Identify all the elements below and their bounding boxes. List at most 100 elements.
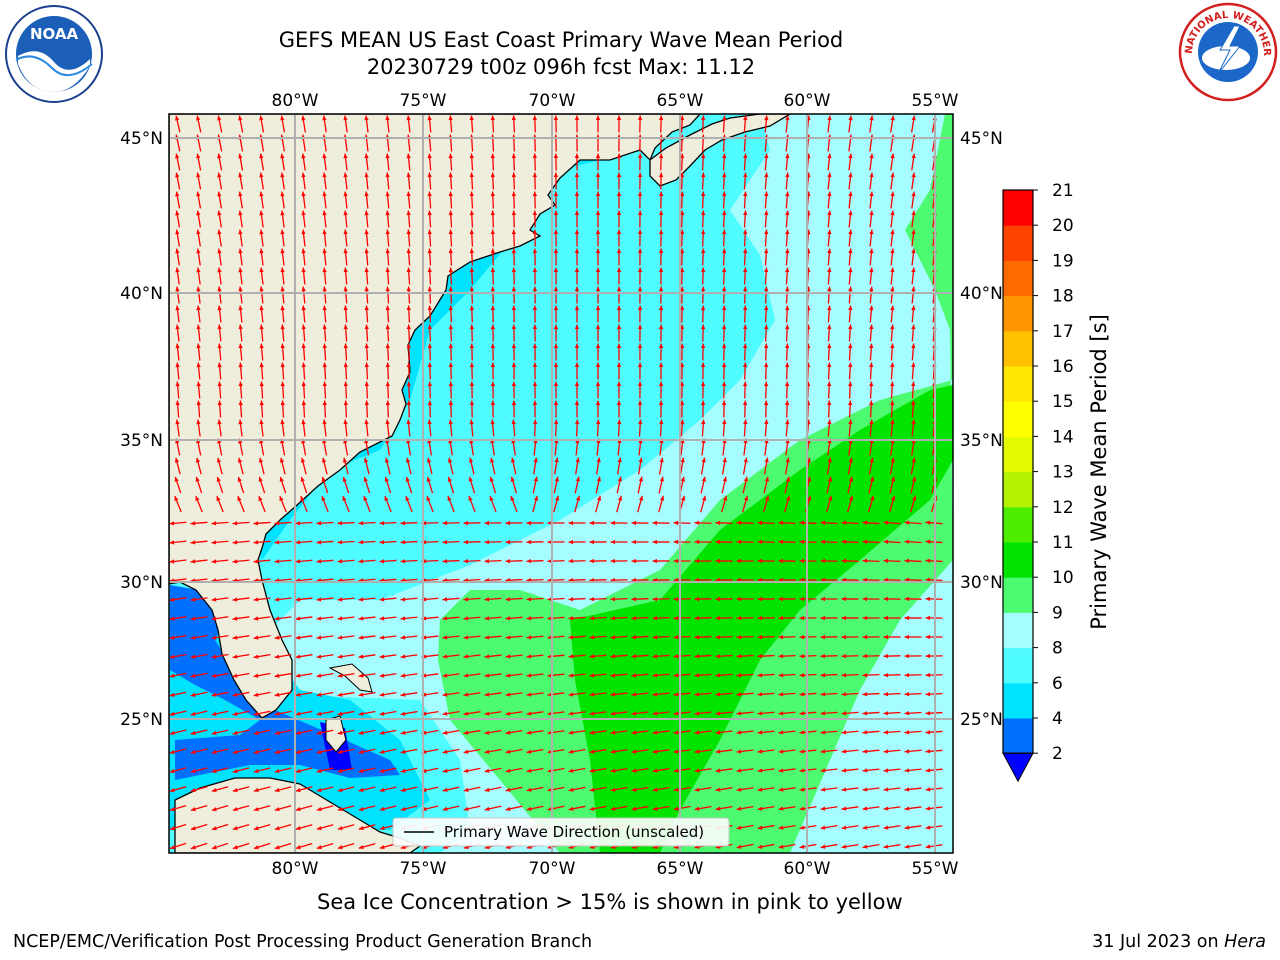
direction-arrow bbox=[190, 597, 208, 602]
direction-arrow bbox=[890, 381, 895, 399]
direction-arrow bbox=[322, 115, 327, 133]
direction-arrow bbox=[904, 844, 922, 849]
direction-arrow bbox=[778, 787, 796, 792]
direction-arrow bbox=[848, 419, 853, 437]
direction-arrow bbox=[890, 172, 895, 190]
direction-arrow bbox=[883, 615, 901, 621]
direction-arrow bbox=[595, 476, 601, 494]
direction-arrow bbox=[904, 577, 922, 583]
direction-arrow bbox=[364, 343, 369, 361]
colorbar-tick-label: 19 bbox=[1052, 251, 1074, 271]
direction-arrow bbox=[427, 286, 432, 304]
direction-arrow bbox=[463, 711, 481, 716]
direction-arrow bbox=[195, 476, 203, 494]
cuba-land bbox=[174, 777, 422, 853]
direction-arrow bbox=[300, 495, 308, 513]
direction-arrow bbox=[490, 267, 496, 285]
direction-arrow bbox=[757, 520, 775, 525]
direction-arrow bbox=[532, 305, 538, 323]
direction-arrow bbox=[589, 616, 607, 621]
direction-arrow bbox=[883, 596, 901, 602]
direction-arrow bbox=[484, 692, 502, 697]
direction-arrow bbox=[673, 520, 691, 526]
direction-arrow bbox=[463, 616, 481, 621]
direction-arrow bbox=[568, 597, 586, 602]
direction-arrow bbox=[274, 824, 292, 831]
direction-arrow bbox=[820, 520, 838, 525]
direction-arrow bbox=[216, 476, 224, 494]
direction-arrow bbox=[679, 305, 685, 323]
direction-arrow bbox=[595, 267, 601, 285]
direction-arrow bbox=[322, 191, 327, 209]
direction-arrow bbox=[911, 172, 916, 190]
direction-arrow bbox=[253, 710, 271, 716]
direction-arrow bbox=[280, 343, 285, 361]
direction-arrow bbox=[469, 343, 475, 361]
direction-arrow bbox=[785, 419, 790, 437]
direction-arrow bbox=[869, 229, 874, 247]
direction-arrow bbox=[469, 381, 475, 399]
direction-arrow bbox=[406, 324, 411, 342]
direction-arrow bbox=[652, 692, 670, 697]
direction-arrow bbox=[280, 248, 285, 266]
direction-arrow bbox=[869, 343, 874, 361]
direction-arrow bbox=[448, 400, 454, 418]
direction-arrow bbox=[652, 558, 670, 564]
direction-arrow bbox=[652, 786, 670, 792]
direction-arrow bbox=[316, 691, 334, 697]
direction-arrow bbox=[847, 476, 854, 494]
direction-arrow bbox=[322, 286, 327, 304]
direction-arrow bbox=[757, 730, 775, 735]
direction-arrow bbox=[484, 805, 502, 811]
direction-arrow bbox=[841, 673, 859, 678]
direction-arrow bbox=[764, 210, 769, 228]
direction-arrow bbox=[448, 419, 453, 437]
direction-arrow bbox=[490, 210, 495, 228]
direction-arrow bbox=[820, 558, 838, 564]
direction-arrow bbox=[841, 843, 859, 849]
direction-arrow bbox=[337, 691, 355, 697]
direction-arrow bbox=[700, 286, 706, 304]
direction-arrow bbox=[358, 805, 376, 812]
direction-arrow bbox=[532, 153, 538, 171]
direction-arrow bbox=[274, 635, 292, 640]
direction-arrow bbox=[700, 248, 706, 266]
direction-arrow bbox=[862, 843, 880, 849]
direction-arrow bbox=[274, 748, 292, 755]
direction-arrow bbox=[638, 419, 643, 437]
direction-arrow bbox=[589, 692, 607, 697]
direction-arrow bbox=[785, 324, 790, 342]
direction-arrow bbox=[904, 787, 922, 792]
direction-arrow bbox=[610, 711, 628, 716]
direction-arrow bbox=[490, 362, 496, 380]
direction-arrow bbox=[658, 172, 664, 190]
direction-arrow bbox=[763, 381, 769, 399]
direction-arrow bbox=[400, 559, 418, 564]
map-gridlines bbox=[169, 114, 953, 853]
direction-arrow bbox=[274, 616, 292, 621]
direction-arrow bbox=[673, 558, 691, 564]
direction-arrow bbox=[574, 305, 580, 323]
direction-arrow bbox=[532, 115, 538, 133]
direction-arrow bbox=[321, 457, 328, 475]
period-2-4-region bbox=[170, 585, 400, 780]
direction-arrow bbox=[343, 419, 348, 437]
direction-arrow bbox=[595, 286, 601, 304]
north-america-land bbox=[169, 114, 701, 719]
colorbar-under-triangle bbox=[1002, 752, 1034, 783]
direction-arrow bbox=[694, 673, 712, 678]
direction-arrow bbox=[736, 558, 754, 564]
direction-arrow bbox=[610, 654, 628, 659]
direction-arrow bbox=[595, 248, 601, 266]
direction-arrow bbox=[847, 457, 853, 475]
direction-arrow bbox=[463, 748, 481, 754]
direction-arrow bbox=[211, 521, 229, 526]
direction-arrow bbox=[238, 172, 244, 190]
direction-arrow bbox=[826, 457, 832, 475]
direction-arrow bbox=[385, 191, 390, 209]
direction-arrow bbox=[490, 343, 496, 361]
direction-arrow bbox=[217, 419, 222, 437]
direction-arrow bbox=[253, 729, 271, 735]
direction-arrow bbox=[301, 172, 306, 190]
direction-arrow bbox=[553, 362, 559, 380]
